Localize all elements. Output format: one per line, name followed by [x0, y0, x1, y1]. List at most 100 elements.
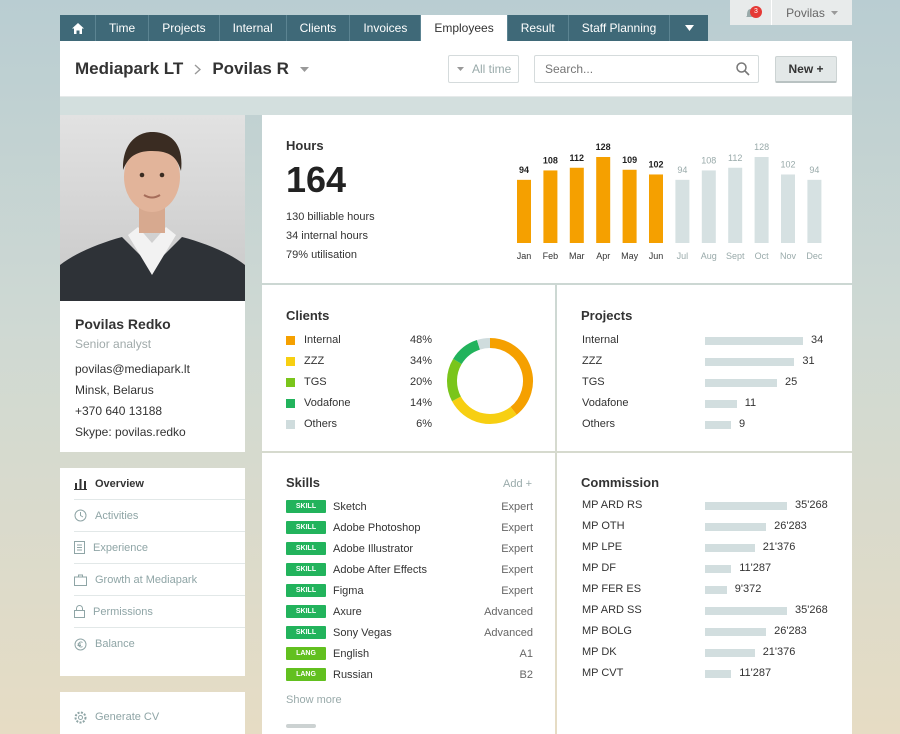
generate-cv-panel: Generate CV: [60, 692, 245, 734]
commission-row[interactable]: MP BOLG 26'283: [582, 625, 832, 639]
generate-cv-button[interactable]: Generate CV: [74, 701, 245, 733]
tab-clients[interactable]: Clients: [287, 15, 351, 41]
skill-row[interactable]: LANG Russian B2: [286, 667, 533, 682]
search-input[interactable]: [534, 55, 759, 83]
tab-employees[interactable]: Employees: [421, 15, 508, 41]
hours-bar[interactable]: [781, 174, 795, 243]
month-tick-label: Aug: [701, 251, 717, 261]
tab-invoices[interactable]: Invoices: [350, 15, 422, 41]
clients-title: Clients: [286, 308, 330, 323]
hours-bar[interactable]: [596, 157, 611, 243]
tab-result[interactable]: Result: [508, 15, 569, 41]
legend-swatch: [286, 356, 295, 366]
skill-row[interactable]: SKILL Adobe Illustrator Expert: [286, 541, 533, 556]
donut-slice[interactable]: [476, 338, 491, 350]
commission-row[interactable]: MP OTH 26'283: [582, 520, 832, 534]
skill-name: Figma: [333, 584, 364, 597]
hours-bar[interactable]: [675, 179, 690, 243]
clients-card: Clients Internal 48% ZZZ 34% TGS 20% Vodafo…: [262, 285, 555, 451]
breadcrumb-person[interactable]: Povilas R: [212, 59, 289, 78]
breadcrumb-company[interactable]: Mediapark LT: [75, 59, 184, 78]
profile-role: Senior analyst: [75, 337, 152, 351]
hours-bar[interactable]: [807, 179, 822, 243]
menu-item-label: Permissions: [93, 605, 153, 618]
hours-bar[interactable]: [701, 170, 716, 243]
menu-item-balance[interactable]: Balance: [74, 628, 245, 660]
donut-slice[interactable]: [453, 340, 481, 365]
skill-tag: SKILL: [286, 542, 326, 555]
tab-projects[interactable]: Projects: [149, 15, 220, 41]
commission-card: Commission MP ARD RS 35'268 MP OTH 26'283 MP…: [557, 453, 852, 734]
project-row[interactable]: Internal 34: [582, 334, 832, 348]
bar-value-label: 112: [728, 153, 742, 163]
project-row[interactable]: Vodafone 11: [582, 397, 832, 411]
project-row[interactable]: TGS 25: [582, 376, 832, 390]
commission-row[interactable]: MP FER ES 9'372: [582, 583, 832, 597]
hours-bar[interactable]: [543, 170, 558, 243]
commission-value: 21'376: [762, 646, 796, 658]
home-tab[interactable]: [60, 15, 96, 41]
commission-row[interactable]: MP DF 11'287: [582, 562, 832, 576]
menu-item-label: Growth at Mediapark: [95, 573, 198, 586]
menu-item-experience[interactable]: Experience: [74, 532, 245, 564]
menu-item-permissions[interactable]: Permissions: [74, 596, 245, 628]
commission-row[interactable]: MP CVT 11'287: [582, 667, 832, 681]
hours-bar[interactable]: [754, 157, 769, 243]
profile-email[interactable]: povilas@mediapark.lt: [75, 362, 190, 376]
notifications-button[interactable]: 3: [730, 0, 772, 25]
bar-value-label: 109: [622, 155, 637, 165]
briefcase-icon: [74, 574, 87, 586]
search-icon[interactable]: [736, 62, 750, 76]
skill-tag: SKILL: [286, 584, 326, 597]
skill-row[interactable]: LANG English A1: [286, 646, 533, 661]
month-tick-label: May: [621, 251, 639, 261]
month-tick-label: Sept: [726, 251, 745, 261]
skill-level: Expert: [501, 563, 533, 576]
donut-slice[interactable]: [452, 396, 517, 424]
client-row: Others 6%: [286, 418, 432, 430]
commission-bar: [705, 586, 727, 594]
skill-row[interactable]: SKILL Sony Vegas Advanced: [286, 625, 533, 640]
hours-bar[interactable]: [728, 167, 743, 243]
commission-row[interactable]: MP ARD RS 35'268: [582, 499, 832, 513]
hours-bar[interactable]: [569, 167, 584, 243]
project-value: 25: [785, 376, 798, 388]
skill-row[interactable]: SKILL Sketch Expert: [286, 499, 533, 514]
commission-row[interactable]: MP DK 21'376: [582, 646, 832, 660]
period-select[interactable]: All time: [448, 55, 519, 83]
skill-row[interactable]: SKILL Adobe Photoshop Expert: [286, 520, 533, 535]
tab-time[interactable]: Time: [96, 15, 150, 41]
new-button[interactable]: New +: [775, 56, 837, 83]
skill-row[interactable]: SKILL Axure Advanced: [286, 604, 533, 619]
show-more-link[interactable]: Show more: [286, 694, 342, 706]
hours-card: Hours 164 130 billiable hours 34 interna…: [262, 115, 852, 283]
commission-row[interactable]: MP LPE 21'376: [582, 541, 832, 555]
skill-row[interactable]: SKILL Figma Expert: [286, 583, 533, 598]
hours-bar[interactable]: [649, 174, 663, 243]
month-tick-label: Dec: [806, 251, 823, 261]
donut-slice[interactable]: [447, 358, 462, 402]
more-tabs-button[interactable]: [670, 15, 708, 41]
bar-value-label: 108: [543, 155, 558, 165]
month-tick-label: Jan: [517, 251, 531, 261]
tab-staff-planning[interactable]: Staff Planning: [569, 15, 671, 41]
add-skill-button[interactable]: Add +: [503, 478, 533, 490]
profile-menu: Overview Activities Experience Growth at…: [60, 468, 245, 676]
user-menu[interactable]: Povilas: [772, 0, 852, 25]
donut-slice[interactable]: [489, 338, 533, 415]
hours-bar[interactable]: [517, 179, 531, 243]
commission-value: 35'268: [795, 604, 828, 616]
menu-item-activities[interactable]: Activities: [74, 500, 245, 532]
scroll-indicator[interactable]: [286, 724, 316, 728]
project-row[interactable]: Others 9: [582, 418, 832, 432]
hours-bar[interactable]: [622, 169, 637, 243]
main-nav: Time Projects Internal Clients Invoices …: [60, 15, 709, 41]
commission-row[interactable]: MP ARD SS 35'268: [582, 604, 832, 618]
caret-down-icon[interactable]: [299, 66, 309, 72]
menu-item-overview[interactable]: Overview: [74, 468, 245, 500]
menu-item-growth[interactable]: Growth at Mediapark: [74, 564, 245, 596]
project-row[interactable]: ZZZ 31: [582, 355, 832, 369]
skill-row[interactable]: SKILL Adobe After Effects Expert: [286, 562, 533, 577]
tab-internal[interactable]: Internal: [220, 15, 287, 41]
client-row: Internal 48%: [286, 334, 432, 346]
